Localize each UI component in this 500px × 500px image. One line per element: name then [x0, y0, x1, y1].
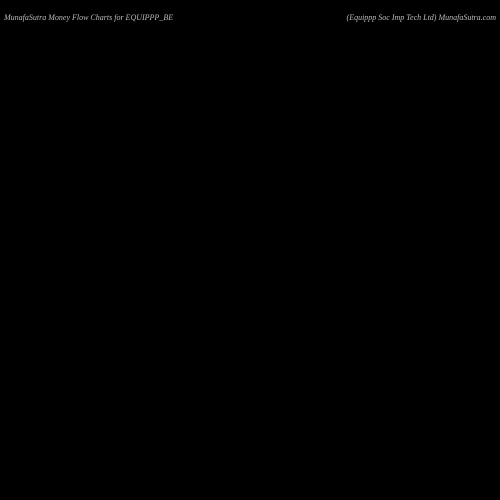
chart-subtitle: (Equippp Soc Imp Tech Ltd) MunafaSutra.c… [347, 13, 497, 22]
chart-title: MunafaSutra Money Flow Charts for EQUIPP… [3, 13, 173, 22]
